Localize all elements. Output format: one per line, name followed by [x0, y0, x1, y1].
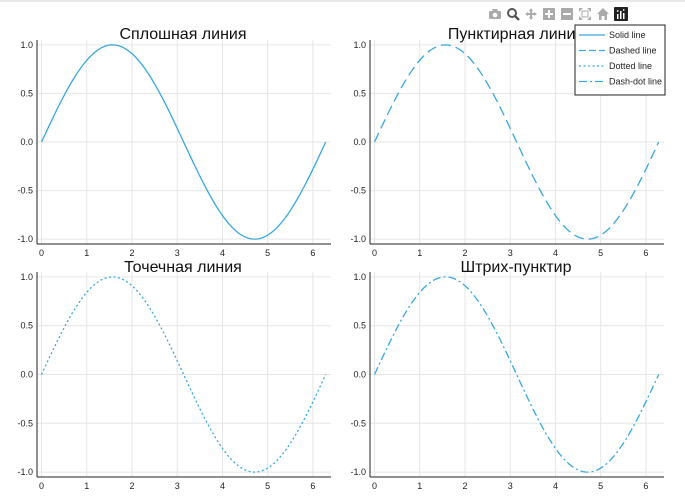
y-tick-label: 0.0 [20, 137, 33, 147]
y-tick-label: 0.0 [353, 137, 366, 147]
x-tick-label: 4 [553, 481, 558, 491]
y-tick-label: -1.0 [17, 234, 33, 244]
zoom-out-icon [561, 8, 573, 20]
x-tick-label: 0 [372, 481, 377, 491]
x-tick-label: 0 [372, 248, 377, 258]
y-tick-label: 0.0 [353, 370, 366, 380]
modebar [488, 6, 628, 26]
legend-label: Dash-dot line [609, 77, 662, 87]
x-tick-label: 2 [129, 248, 134, 258]
plotly-logo-icon [614, 7, 628, 21]
x-tick-label: 6 [310, 248, 315, 258]
series-line [373, 276, 660, 473]
y-tick-label: -1.0 [17, 467, 33, 477]
y-tick-label: 1.0 [20, 272, 33, 282]
y-tick-label: -1.0 [350, 234, 366, 244]
y-tick-label: 1.0 [20, 40, 33, 50]
zoom-button[interactable] [506, 6, 520, 22]
x-tick-label: 5 [265, 248, 270, 258]
y-tick-label: 0.5 [20, 88, 33, 98]
legend-label: Dotted line [609, 61, 652, 71]
top-divider [0, 0, 685, 2]
y-tick-label: 1.0 [353, 40, 366, 50]
y-tick-label: 0.5 [20, 321, 33, 331]
subplot-3: 0 1 2 3 4 5 6 1.0 0.5 0.0 -0.5 -1.0 Точечная линия [17, 259, 331, 491]
x-tick-label: 4 [220, 248, 225, 258]
legend[interactable]: Solid line Dashed line Dotted line Dash-dot… [574, 24, 666, 96]
x-tick-label: 1 [417, 248, 422, 258]
zoom-out-button[interactable] [560, 6, 574, 22]
subplot-title: Пунктирная линия [448, 26, 584, 43]
autoscale-icon [579, 8, 591, 20]
x-tick-label: 1 [84, 481, 89, 491]
subplot-2: 0 1 2 3 4 5 6 1.0 0.5 0.0 -0.5 -1.0 Пунктирная линия [350, 26, 664, 258]
x-tick-label: 1 [84, 248, 89, 258]
autoscale-button[interactable] [578, 6, 592, 22]
y-tick-label: 0.0 [20, 370, 33, 380]
y-tick-label: -1.0 [350, 467, 366, 477]
subplot-4: 0 1 2 3 4 5 6 1.0 0.5 0.0 -0.5 -1.0 Штрих-пунктир [350, 259, 664, 491]
x-tick-label: 3 [508, 248, 513, 258]
y-tick-label: -0.5 [17, 418, 33, 428]
series-line [40, 44, 327, 240]
legend-label: Dashed line [609, 46, 657, 56]
x-tick-label: 5 [598, 248, 603, 258]
x-tick-label: 5 [598, 481, 603, 491]
x-tick-label: 2 [462, 248, 467, 258]
x-tick-label: 4 [220, 481, 225, 491]
subplot-title: Точечная линия [124, 259, 242, 276]
y-tick-label: -0.5 [350, 186, 366, 196]
home-button[interactable] [596, 6, 610, 22]
x-tick-label: 0 [39, 481, 44, 491]
y-tick-label: -0.5 [17, 186, 33, 196]
subplot-1: 0 1 2 3 4 5 6 1.0 0.5 0.0 -0.5 -1.0 Сплошная линия [17, 26, 331, 258]
legend-label: Solid line [609, 30, 646, 40]
x-tick-label: 4 [553, 248, 558, 258]
y-tick-label: -0.5 [350, 418, 366, 428]
x-tick-label: 6 [643, 481, 648, 491]
x-tick-label: 3 [175, 481, 180, 491]
x-tick-label: 2 [462, 481, 467, 491]
y-tick-label: 1.0 [353, 272, 366, 282]
plotly-logo-button[interactable] [614, 6, 628, 22]
x-tick-label: 6 [310, 481, 315, 491]
camera-icon [489, 9, 501, 19]
x-tick-label: 1 [417, 481, 422, 491]
x-tick-label: 5 [265, 481, 270, 491]
subplot-title: Штрих-пунктир [461, 259, 572, 276]
zoom-in-button[interactable] [542, 6, 556, 22]
legend-box [574, 24, 666, 96]
x-tick-label: 6 [643, 248, 648, 258]
x-tick-label: 3 [508, 481, 513, 491]
camera-button[interactable] [488, 6, 502, 22]
zoom-in-icon [543, 8, 555, 20]
home-icon [597, 8, 609, 20]
x-tick-label: 2 [129, 481, 134, 491]
x-tick-label: 0 [39, 248, 44, 258]
series-line [373, 44, 660, 240]
zoom-icon [507, 8, 520, 21]
y-tick-label: 0.5 [353, 88, 366, 98]
x-tick-label: 3 [175, 248, 180, 258]
pan-icon [525, 8, 537, 20]
pan-button[interactable] [524, 6, 538, 22]
y-tick-label: 0.5 [353, 321, 366, 331]
subplot-title: Сплошная линия [119, 26, 246, 43]
